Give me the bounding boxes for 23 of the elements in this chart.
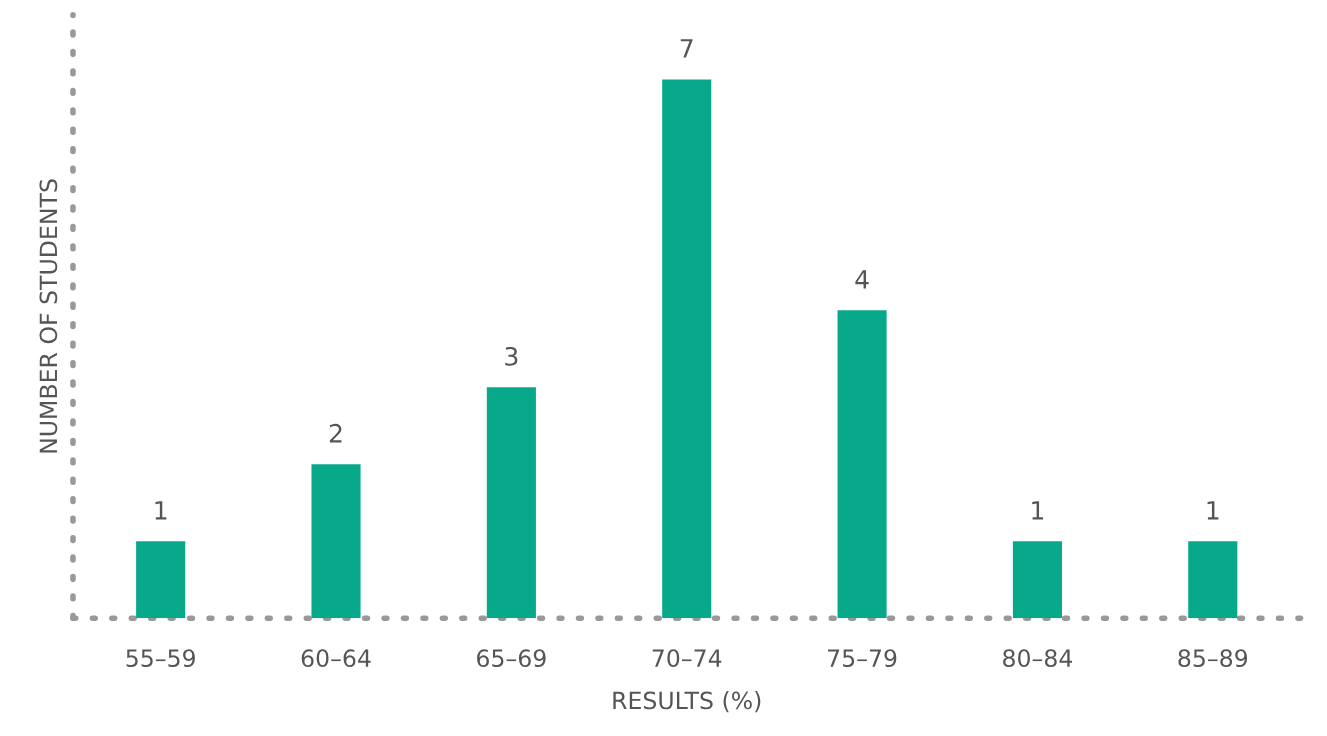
x-tick-label: 70–74 (652, 649, 722, 668)
x-tick-label: 85–89 (1178, 649, 1248, 668)
bar (1012, 541, 1062, 619)
data-label: 1 (1032, 501, 1044, 520)
x-tick-label: 65–69 (477, 649, 546, 668)
bar (136, 541, 186, 619)
x-axis-title: RESULTS (%) (613, 691, 761, 713)
x-tick-label: 75–79 (828, 649, 897, 668)
x-tick-label: 80–84 (1003, 649, 1073, 668)
bar (837, 310, 887, 619)
x-tick-label: 60–64 (301, 649, 371, 668)
data-label: 3 (505, 346, 518, 366)
data-label: 2 (329, 423, 342, 443)
y-axis-title: NUMBER OF STUDENTS (39, 179, 58, 453)
data-label: 4 (855, 270, 869, 289)
data-label: 1 (1207, 501, 1219, 520)
x-tick-label: 55–59 (126, 649, 195, 668)
data-label: 1 (155, 501, 167, 520)
data-label: 7 (680, 39, 693, 58)
bar (311, 464, 361, 619)
bar (486, 387, 536, 619)
bar (662, 79, 712, 619)
bar (1188, 541, 1238, 619)
